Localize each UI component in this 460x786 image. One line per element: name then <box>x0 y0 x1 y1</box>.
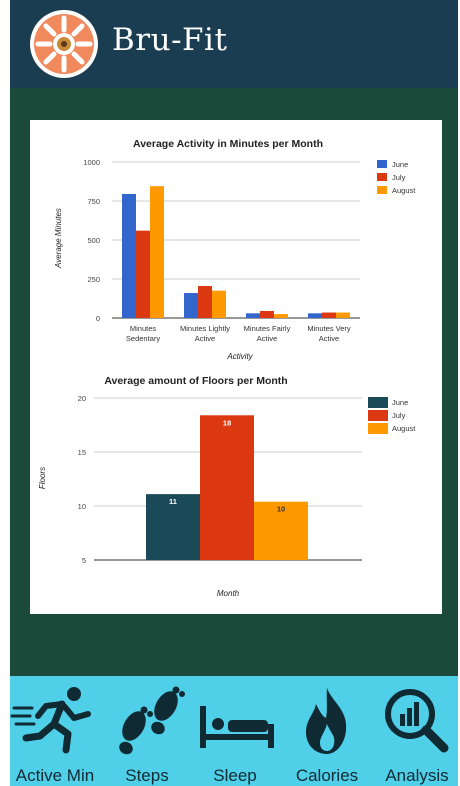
activity-bar <box>136 230 150 318</box>
floors-legend-label: June <box>392 398 408 407</box>
floors-legend-swatch <box>368 423 388 434</box>
activity-xtick-label: Sedentary <box>126 334 160 343</box>
activity-bar <box>336 312 350 318</box>
floors-bar-label: 10 <box>277 505 285 514</box>
activity-chart: Average Activity in Minutes per Month 0 2… <box>54 138 416 361</box>
activity-xtick-label: Minutes Lightly <box>180 324 230 333</box>
footprints-icon <box>119 686 185 755</box>
nav-item-sleep[interactable]: Sleep <box>190 676 280 786</box>
activity-xtick-label: Minutes Fairly <box>244 324 291 333</box>
nav-label-analysis: Analysis <box>385 766 449 785</box>
nav-label-sleep: Sleep <box>213 766 257 785</box>
app-header: Bru-Fit <box>10 0 458 88</box>
activity-bar <box>150 186 164 318</box>
activity-bar <box>322 312 336 318</box>
activity-legend-label: August <box>392 186 416 195</box>
nav-item-calories[interactable]: Calories <box>282 676 372 786</box>
nav-label-steps: Steps <box>125 766 169 785</box>
activity-bar <box>198 286 212 318</box>
activity-bar <box>184 293 198 318</box>
activity-xtick-label: Minutes Very <box>307 324 351 333</box>
nav-label-active-min: Active Min <box>15 766 95 785</box>
floors-bar <box>254 501 308 560</box>
activity-ytick-label: 500 <box>87 236 100 245</box>
floors-ytick-label: 10 <box>78 502 86 511</box>
nav-item-analysis[interactable]: Analysis <box>372 676 460 786</box>
flame-icon <box>306 688 347 754</box>
activity-bar <box>274 314 288 318</box>
activity-ytick-label: 750 <box>87 197 100 206</box>
nav-item-active-min[interactable]: Active Min <box>10 676 100 786</box>
activity-legend-swatch <box>377 160 387 168</box>
activity-legend-label: July <box>392 173 406 182</box>
floors-bar-label: 18 <box>223 418 231 427</box>
activity-legend-swatch <box>377 186 387 194</box>
magnifier-chart-icon <box>385 689 449 753</box>
floors-ytick-label: 5 <box>82 556 86 565</box>
floors-chart-xlabel: Month <box>217 589 240 598</box>
activity-bar <box>122 193 136 318</box>
nav-label-calories: Calories <box>295 766 359 785</box>
running-person-icon <box>10 687 91 754</box>
activity-ytick-label: 0 <box>96 314 100 323</box>
floors-legend-label: August <box>392 424 416 433</box>
activity-bar <box>212 290 226 318</box>
activity-chart-xlabel: Activity <box>226 352 253 361</box>
activity-chart-title: Average Activity in Minutes per Month <box>133 138 323 150</box>
floors-legend-label: July <box>392 411 406 420</box>
floors-bar-label: 11 <box>169 497 177 506</box>
floors-legend-swatch <box>368 410 388 421</box>
app-title: Bru-Fit <box>112 22 228 58</box>
floors-bar <box>146 494 200 560</box>
activity-ytick-label: 1000 <box>83 158 100 167</box>
activity-chart-ylabel: Average Minutes <box>54 208 63 269</box>
floors-ytick-label: 15 <box>78 448 86 457</box>
floors-ytick-label: 20 <box>78 394 86 403</box>
activity-xtick-label: Active <box>319 334 339 343</box>
activity-xtick-label: Minutes <box>130 324 157 333</box>
activity-ytick-label: 250 <box>87 275 100 284</box>
activity-legend-label: June <box>392 160 408 169</box>
floors-chart-title: Average amount of Floors per Month <box>104 375 287 387</box>
app-logo-icon[interactable] <box>30 10 98 78</box>
activity-xtick-label: Active <box>257 334 277 343</box>
bed-icon <box>200 706 274 748</box>
activity-bar <box>260 310 274 318</box>
floors-legend-swatch <box>368 397 388 408</box>
activity-legend-swatch <box>377 173 387 181</box>
activity-xtick-label: Active <box>195 334 215 343</box>
activity-bar <box>308 313 322 318</box>
floors-bar <box>200 415 254 560</box>
chart-card: Average Activity in Minutes per Month 0 2… <box>30 120 442 614</box>
bottom-nav: Active Min Steps <box>10 676 458 786</box>
floors-chart: Average amount of Floors per Month 5 10 15… <box>38 375 416 598</box>
floors-chart-ylabel: Floors <box>38 467 47 489</box>
nav-item-steps[interactable]: Steps <box>102 676 192 786</box>
activity-bar <box>246 313 260 318</box>
charts-svg: Average Activity in Minutes per Month 0 2… <box>38 138 416 598</box>
